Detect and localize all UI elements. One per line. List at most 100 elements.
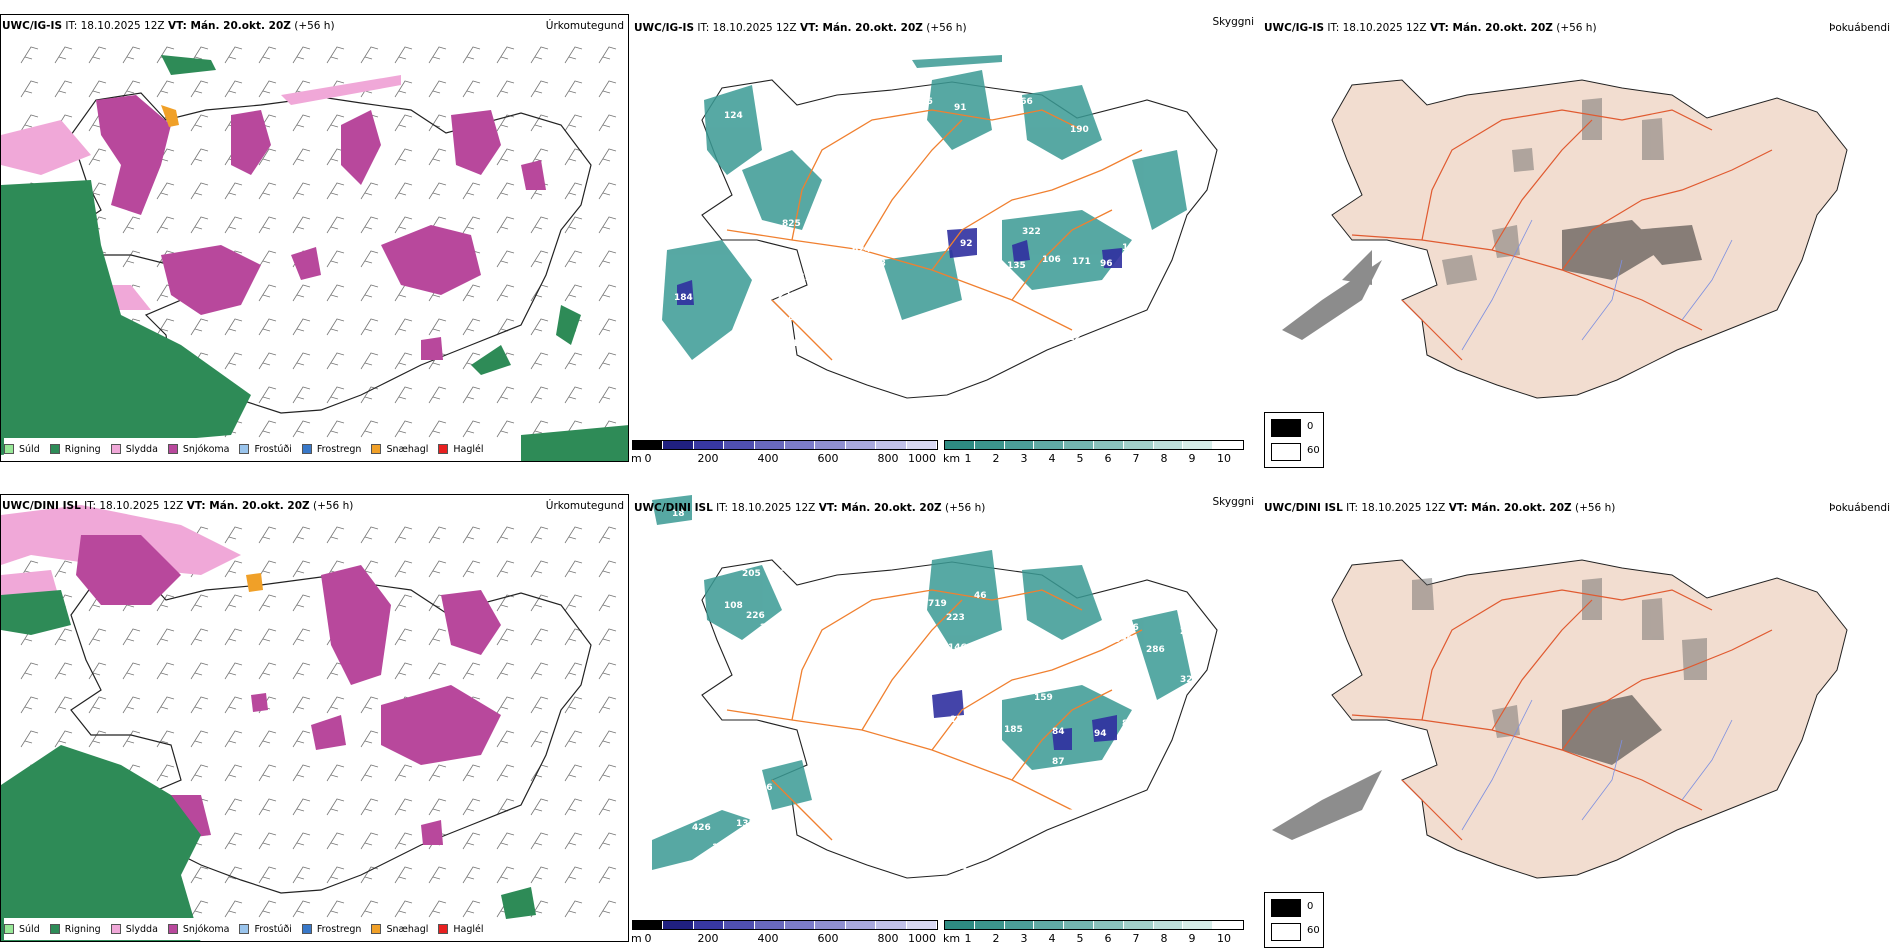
wind-barb <box>360 730 379 748</box>
wind-barb <box>292 594 311 612</box>
wind-barb <box>292 420 311 438</box>
fog-map <box>1272 559 1848 879</box>
cloud-base-label: 196 <box>914 97 933 107</box>
wind-barb <box>258 900 277 918</box>
wind-barb <box>224 900 243 918</box>
wind-barb <box>190 730 209 748</box>
panel-variable-label: Úrkomutegund <box>545 20 624 32</box>
legend-item-frostregn: Frostregn <box>301 444 361 455</box>
wind-barb <box>564 798 583 816</box>
wind-barb <box>258 420 277 438</box>
wind-barb <box>326 386 345 404</box>
legend-item-snaehagl: Snæhagl <box>371 924 428 935</box>
wind-barb <box>496 318 515 336</box>
wind-barb <box>428 662 447 680</box>
cloud-base-label: 298 <box>760 623 779 633</box>
wind-barb <box>394 284 413 302</box>
wind-barb <box>394 148 413 166</box>
cloud-base-label: 426 <box>692 823 711 833</box>
wind-barb <box>326 526 345 544</box>
cloud-base-label: 212 <box>1062 333 1081 343</box>
cloud-base-label: 223 <box>946 613 965 623</box>
wind-barb <box>360 46 379 64</box>
wind-barb <box>496 114 515 132</box>
wind-barb <box>88 148 107 166</box>
cloud-base-label: 485 <box>754 811 773 821</box>
wind-barb <box>224 182 243 200</box>
wind-barb <box>292 318 311 336</box>
wind-barb <box>292 560 311 578</box>
panel-variable-label: Skyggni <box>1212 496 1255 508</box>
precip-map-frame <box>0 494 629 942</box>
wind-barb <box>190 764 209 782</box>
wind-barb <box>496 866 515 884</box>
wind-barb <box>530 594 549 612</box>
wind-barb <box>530 866 549 884</box>
wind-barb <box>564 352 583 370</box>
cloud-base-label: 185 <box>1004 725 1023 735</box>
panel-title: UWC/IG-IS IT: 18.10.2025 12Z VT: Mán. 20… <box>1264 22 1597 34</box>
wind-barb <box>462 560 481 578</box>
panel-title: UWC/IG-IS IT: 18.10.2025 12Z VT: Mán. 20… <box>634 22 967 34</box>
wind-barb <box>258 798 277 816</box>
wind-barb <box>258 182 277 200</box>
wind-barb <box>122 628 141 646</box>
wind-barb <box>496 526 515 544</box>
wind-barb <box>292 730 311 748</box>
wind-barb <box>394 46 413 64</box>
wind-barb <box>292 46 311 64</box>
cloud-base-label: 46 <box>974 591 987 601</box>
wind-barb <box>496 148 515 166</box>
legend-item-slydda: Slydda <box>110 924 158 935</box>
wind-barb <box>122 216 141 234</box>
panel-variable-label: Þokuábendi <box>1829 502 1890 514</box>
cloud-base-label: 19 <box>782 625 795 635</box>
wind-barb <box>360 420 379 438</box>
wind-barb <box>598 628 617 646</box>
cloud-base-label: 863 <box>788 313 807 323</box>
wind-barb <box>156 216 175 234</box>
wind-barb <box>88 628 107 646</box>
wind-barb <box>564 764 583 782</box>
wind-barb <box>224 352 243 370</box>
cloud-base-label: 184 <box>674 293 693 303</box>
wind-barb <box>462 832 481 850</box>
cloud-base-label: 624 <box>852 245 871 255</box>
wind-barb <box>258 352 277 370</box>
wind-barb <box>462 46 481 64</box>
precip-type-panel: UWC/DINI ISL IT: 18.10.2025 12Z VT: Mán.… <box>0 480 630 950</box>
wind-barb <box>462 216 481 234</box>
cloud-base-label: 96 <box>1100 259 1113 269</box>
cloud-base-label: 556 <box>1100 609 1119 619</box>
wind-barb <box>598 900 617 918</box>
wind-barb <box>530 318 549 336</box>
fog-legend: 0 60 <box>1264 892 1324 948</box>
legend-item-frostudi: Frostúði <box>239 924 292 935</box>
wind-barb <box>326 764 345 782</box>
cloud-base-label: 166 <box>1014 97 1033 107</box>
wind-barb <box>598 526 617 544</box>
wind-barb <box>598 46 617 64</box>
wind-barb <box>326 216 345 234</box>
wind-barb <box>360 284 379 302</box>
wind-barb <box>54 696 73 714</box>
wind-barb <box>394 900 413 918</box>
wind-barb <box>496 250 515 268</box>
cloud-base-label: 858 <box>867 259 886 269</box>
wind-barb <box>462 80 481 98</box>
visibility-panel: 124 196 91 166 190 135 524 277 825 129 92 322 176 194… <box>631 0 1258 470</box>
cloud-base-label: 250 <box>782 599 801 609</box>
wind-barb <box>496 284 515 302</box>
cloud-base-label: 322 <box>1022 227 1041 237</box>
wind-barb <box>496 594 515 612</box>
precip-map <box>1 505 617 941</box>
wind-barb <box>360 216 379 234</box>
wind-barb <box>292 628 311 646</box>
visibility-colorbar: 1 2 3 4 5 6 7 8 9 10 km <box>943 440 1244 470</box>
wind-barb <box>156 764 175 782</box>
wind-barb <box>224 46 243 64</box>
wind-barb <box>156 730 175 748</box>
wind-barb <box>394 80 413 98</box>
wind-barb <box>88 730 107 748</box>
legend-item-suld: Súld <box>4 444 40 455</box>
